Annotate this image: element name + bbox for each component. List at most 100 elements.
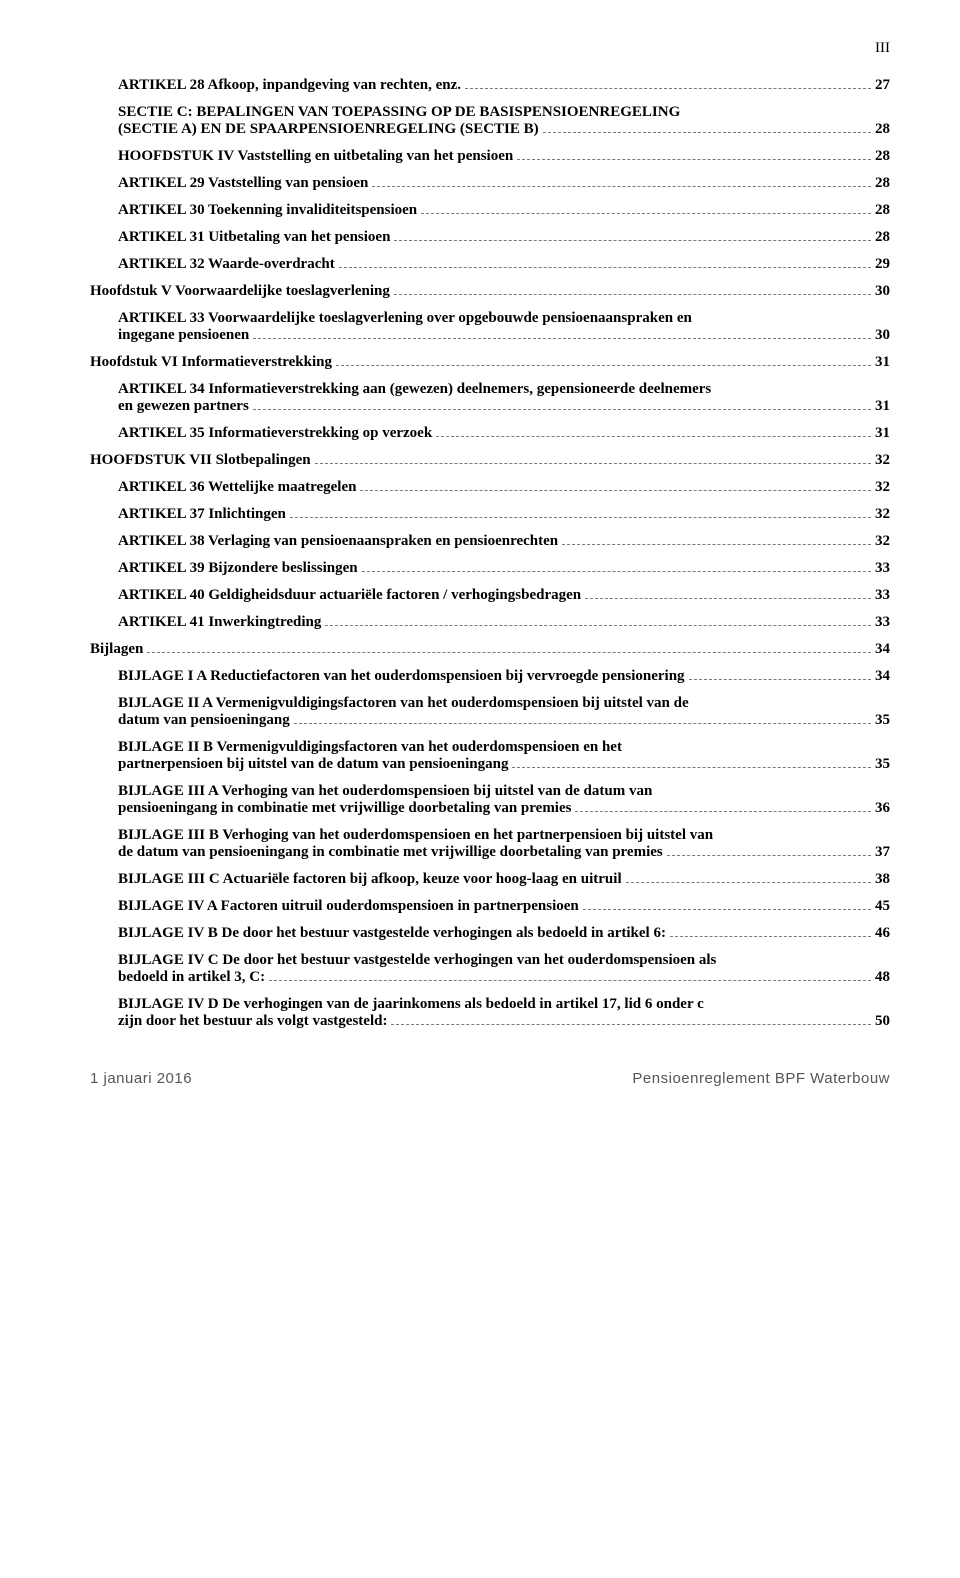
toc-label-line1: ARTIKEL 34 Informatieverstrekking aan (g… <box>118 381 890 398</box>
toc-entry: Hoofdstuk V Voorwaardelijke toeslagverle… <box>90 283 890 300</box>
toc-leader <box>689 679 871 680</box>
toc-page-number: 28 <box>875 229 890 246</box>
toc-entry: BIJLAGE IV D De verhogingen van de jaari… <box>118 996 890 1030</box>
toc-entry: ARTIKEL 37 Inlichtingen 32 <box>118 506 890 523</box>
toc-leader <box>562 544 871 545</box>
toc-entry: ARTIKEL 29 Vaststelling van pensioen 28 <box>118 175 890 192</box>
toc-label: ARTIKEL 40 Geldigheidsduur actuariële fa… <box>118 587 581 604</box>
toc-page-number: 36 <box>875 800 890 817</box>
toc-leader <box>339 267 871 268</box>
toc-page-number: 33 <box>875 614 890 631</box>
toc-label: BIJLAGE III C Actuariële factoren bij af… <box>118 871 622 888</box>
toc-leader <box>147 652 871 653</box>
toc-entry: Hoofdstuk VI Informatieverstrekking31 <box>90 354 890 371</box>
toc-entry: ARTIKEL 41 Inwerkingtreding 33 <box>118 614 890 631</box>
toc-page-number: 45 <box>875 898 890 915</box>
toc-label-line1: BIJLAGE III B Verhoging van het ouderdom… <box>118 827 890 844</box>
toc-label-line1: BIJLAGE II B Vermenigvuldigingsfactoren … <box>118 739 890 756</box>
toc-leader <box>325 625 871 626</box>
toc-page-number: 37 <box>875 844 890 861</box>
toc-leader <box>394 294 871 295</box>
toc-label: ARTIKEL 32 Waarde-overdracht <box>118 256 335 273</box>
toc-leader <box>372 186 871 187</box>
page-number-header: III <box>90 40 890 57</box>
toc-label-line2: zijn door het bestuur als volgt vastgest… <box>118 1013 387 1030</box>
toc-leader <box>391 1024 871 1025</box>
toc-label: BIJLAGE IV B De door het bestuur vastges… <box>118 925 666 942</box>
toc-label: ARTIKEL 30 Toekenning invaliditeitspensi… <box>118 202 417 219</box>
toc-page-number: 35 <box>875 756 890 773</box>
toc-entry: ARTIKEL 28 Afkoop, inpandgeving van rech… <box>118 77 890 94</box>
toc-label-line2: bedoeld in artikel 3, C: <box>118 969 265 986</box>
toc-label-line1: BIJLAGE IV D De verhogingen van de jaari… <box>118 996 890 1013</box>
toc-label-line2: en gewezen partners <box>118 398 249 415</box>
toc-page-number: 33 <box>875 560 890 577</box>
toc-page-number: 32 <box>875 452 890 469</box>
toc-page-number: 28 <box>875 121 890 138</box>
toc-page-number: 30 <box>875 283 890 300</box>
toc-leader <box>583 909 871 910</box>
toc-entry: ARTIKEL 40 Geldigheidsduur actuariële fa… <box>118 587 890 604</box>
toc-label: ARTIKEL 38 Verlaging van pensioenaanspra… <box>118 533 558 550</box>
toc-leader <box>670 936 871 937</box>
toc-leader <box>512 767 871 768</box>
toc-leader <box>294 723 871 724</box>
toc-page-number: 32 <box>875 479 890 496</box>
toc-label: ARTIKEL 31 Uitbetaling van het pensioen <box>118 229 390 246</box>
toc-label-line1: SECTIE C: BEPALINGEN VAN TOEPASSING OP D… <box>118 104 890 121</box>
toc-label-line2: ingegane pensioenen <box>118 327 249 344</box>
toc-page-number: 48 <box>875 969 890 986</box>
toc-page-number: 46 <box>875 925 890 942</box>
toc-entry: HOOFDSTUK IV Vaststelling en uitbetaling… <box>118 148 890 165</box>
toc-label: HOOFDSTUK IV Vaststelling en uitbetaling… <box>118 148 513 165</box>
toc-leader <box>315 463 871 464</box>
toc-label-line2: partnerpensioen bij uitstel van de datum… <box>118 756 508 773</box>
toc-entry: ARTIKEL 31 Uitbetaling van het pensioen 2… <box>118 229 890 246</box>
toc-leader <box>543 132 871 133</box>
toc-label: ARTIKEL 35 Informatieverstrekking op ver… <box>118 425 432 442</box>
toc-label: ARTIKEL 29 Vaststelling van pensioen <box>118 175 368 192</box>
toc-page-number: 30 <box>875 327 890 344</box>
toc-label: ARTIKEL 39 Bijzondere beslissingen <box>118 560 358 577</box>
toc-leader <box>585 598 871 599</box>
toc-leader <box>253 409 871 410</box>
toc-leader <box>436 436 871 437</box>
toc-entry: ARTIKEL 30 Toekenning invaliditeitspensi… <box>118 202 890 219</box>
toc-leader <box>517 159 871 160</box>
toc-entry: ARTIKEL 32 Waarde-overdracht29 <box>118 256 890 273</box>
toc-label-line1: BIJLAGE III A Verhoging van het ouderdom… <box>118 783 890 800</box>
toc-leader <box>626 882 871 883</box>
toc-page-number: 35 <box>875 712 890 729</box>
toc-entry: BIJLAGE IV C De door het bestuur vastges… <box>118 952 890 986</box>
toc-entry: BIJLAGE III C Actuariële factoren bij af… <box>118 871 890 888</box>
table-of-contents: ARTIKEL 28 Afkoop, inpandgeving van rech… <box>90 77 890 1030</box>
toc-page-number: 34 <box>875 668 890 685</box>
toc-entry: ARTIKEL 33 Voorwaardelijke toeslagverlen… <box>118 310 890 344</box>
toc-label: BIJLAGE IV A Factoren uitruil ouderdomsp… <box>118 898 579 915</box>
toc-page-number: 31 <box>875 398 890 415</box>
toc-page-number: 28 <box>875 202 890 219</box>
toc-label-line2: de datum van pensioeningang in combinati… <box>118 844 663 861</box>
toc-leader <box>667 855 871 856</box>
toc-entry: ARTIKEL 38 Verlaging van pensioenaanspra… <box>118 533 890 550</box>
toc-label: ARTIKEL 36 Wettelijke maatregelen <box>118 479 356 496</box>
toc-leader <box>290 517 871 518</box>
toc-label: Bijlagen <box>90 641 143 658</box>
toc-entry: HOOFDSTUK VII Slotbepalingen32 <box>90 452 890 469</box>
toc-label: ARTIKEL 37 Inlichtingen <box>118 506 286 523</box>
toc-entry: BIJLAGE III B Verhoging van het ouderdom… <box>118 827 890 861</box>
toc-page-number: 32 <box>875 533 890 550</box>
toc-entry: SECTIE C: BEPALINGEN VAN TOEPASSING OP D… <box>118 104 890 138</box>
footer-title: Pensioenreglement BPF Waterbouw <box>632 1070 890 1087</box>
toc-leader <box>253 338 871 339</box>
toc-entry: ARTIKEL 39 Bijzondere beslissingen 33 <box>118 560 890 577</box>
toc-leader <box>362 571 871 572</box>
toc-entry: ARTIKEL 36 Wettelijke maatregelen 32 <box>118 479 890 496</box>
toc-entry: ARTIKEL 35 Informatieverstrekking op ver… <box>118 425 890 442</box>
toc-label: ARTIKEL 41 Inwerkingtreding <box>118 614 321 631</box>
toc-page-number: 28 <box>875 175 890 192</box>
toc-page-number: 31 <box>875 425 890 442</box>
toc-label-line2: (SECTIE A) EN DE SPAARPENSIOENREGELING (… <box>118 121 539 138</box>
toc-page-number: 32 <box>875 506 890 523</box>
toc-label: ARTIKEL 28 Afkoop, inpandgeving van rech… <box>118 77 461 94</box>
